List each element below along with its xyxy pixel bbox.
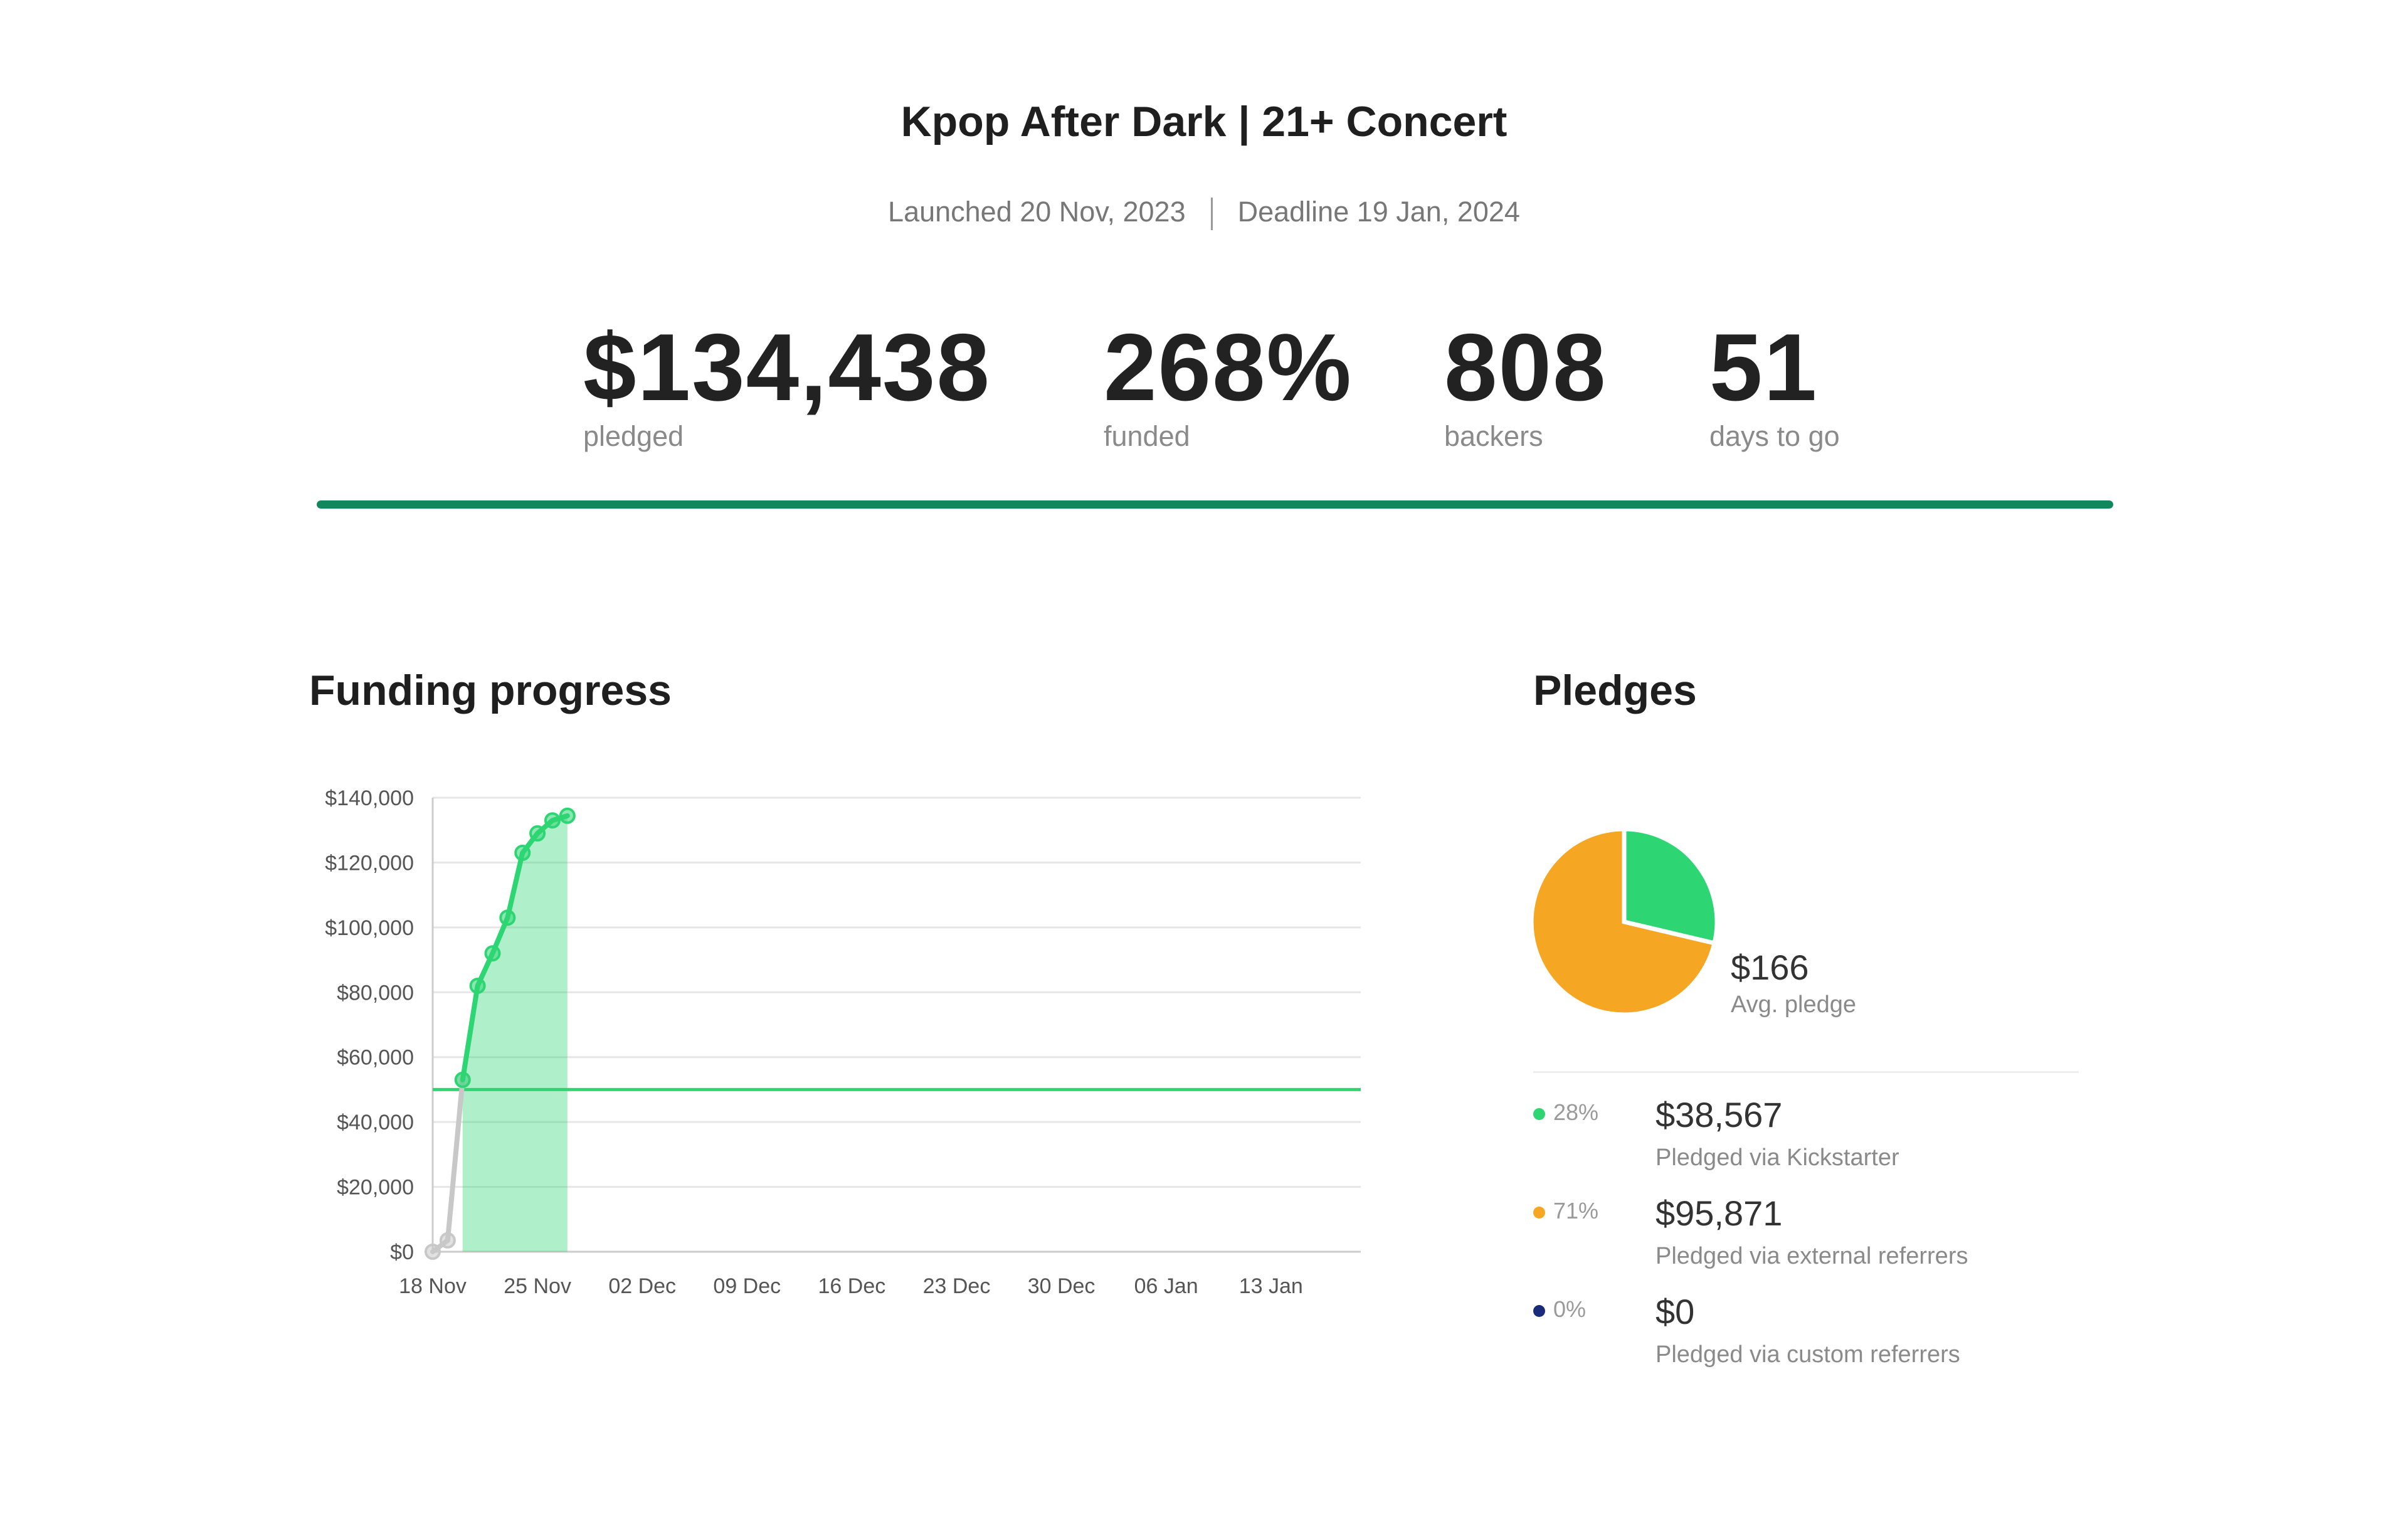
funding-progress-title: Funding progress (309, 667, 672, 714)
y-tick-label: $20,000 (337, 1176, 414, 1200)
legend-dot (1533, 1108, 1545, 1120)
pledge-source-label: Pledged via Kickstarter (1656, 1144, 1899, 1171)
pledge-amount: $95,871 (1656, 1193, 1783, 1233)
stat-days-to-go: 51 days to go (1709, 320, 1840, 453)
funded-label: funded (1104, 420, 1190, 452)
x-tick-label: 18 Nov (399, 1274, 467, 1298)
pre-launch-point (439, 1232, 456, 1249)
x-tick-label: 06 Jan (1134, 1274, 1198, 1298)
stat-funded: 268% funded (1104, 320, 1353, 453)
pledge-percent: 28% (1553, 1099, 1599, 1125)
days-value: 51 (1709, 314, 1819, 421)
backers-value: 808 (1444, 314, 1607, 421)
funding-point (529, 825, 546, 842)
x-tick-label: 09 Dec (713, 1274, 781, 1298)
funded-value: 268% (1104, 314, 1353, 421)
pledge-percent: 71% (1553, 1198, 1599, 1224)
y-tick-label: $0 (390, 1240, 414, 1264)
x-tick-label: 23 Dec (923, 1274, 991, 1298)
funding-chart: $0 $20,000 $40,000 $60,000 $80,000 $100,000 $1… (325, 786, 1361, 1298)
y-tick-label: $120,000 (325, 851, 414, 875)
funding-point (544, 812, 561, 829)
x-tick-label: 13 Jan (1239, 1274, 1303, 1298)
days-label: days to go (1709, 420, 1840, 452)
pie-slice (1622, 827, 1719, 946)
launch-date: Launched 20 Nov, 2023 (888, 196, 1186, 228)
pre-launch-line (430, 1077, 465, 1254)
x-tick-label: 25 Nov (504, 1274, 571, 1298)
pledge-amount: $38,567 (1656, 1095, 1783, 1134)
funding-point (454, 1071, 471, 1088)
stat-backers: 808 backers (1444, 320, 1607, 453)
legend-dot (1533, 1207, 1545, 1218)
x-tick-label: 02 Dec (608, 1274, 676, 1298)
pledge-source-label: Pledged via custom referrers (1656, 1341, 1960, 1368)
pledges-title: Pledges (1533, 667, 1697, 714)
funding-point (469, 977, 486, 994)
funded-area (462, 815, 568, 1252)
x-tick-label: 16 Dec (818, 1274, 886, 1298)
campaign-title: Kpop After Dark | 21+ Concert (900, 98, 1508, 145)
y-tick-label: $40,000 (337, 1111, 414, 1134)
campaign-dates: Launched 20 Nov, 2023 Deadline 19 Jan, 20… (0, 196, 2408, 231)
legend-dot (1533, 1305, 1545, 1317)
funding-progress-bar (317, 500, 2113, 509)
y-tick-label: $100,000 (325, 916, 414, 940)
pie-slice (1529, 827, 1718, 1017)
pledge-amount: $0 (1656, 1292, 1695, 1331)
avg-pledge: $166 Avg. pledge (1731, 947, 1856, 1018)
pledges-pie-chart (1529, 827, 1719, 1017)
avg-pledge-value: $166 (1731, 948, 1809, 987)
y-tick-label: $60,000 (337, 1046, 414, 1070)
funding-point (484, 945, 501, 962)
stat-pledged: $134,438 pledged (583, 320, 991, 453)
pledge-source-label: Pledged via external referrers (1656, 1243, 1968, 1269)
pledge-percent: 0% (1553, 1296, 1587, 1322)
pledges-divider (1533, 1071, 2079, 1073)
pre-launch-point (425, 1244, 441, 1260)
pledged-label: pledged (583, 420, 684, 452)
funding-point (499, 909, 516, 926)
funding-point (559, 807, 576, 824)
avg-pledge-label: Avg. pledge (1731, 991, 1857, 1018)
funding-progress-fill (317, 500, 2113, 509)
date-separator (1210, 198, 1213, 231)
y-tick-label: $80,000 (337, 981, 414, 1005)
backers-label: backers (1444, 420, 1543, 452)
x-tick-label: 30 Dec (1028, 1274, 1096, 1298)
deadline-date: Deadline 19 Jan, 2024 (1237, 196, 1520, 228)
funding-point (514, 844, 531, 861)
pledged-value: $134,438 (583, 314, 991, 421)
y-tick-label: $140,000 (325, 786, 414, 810)
